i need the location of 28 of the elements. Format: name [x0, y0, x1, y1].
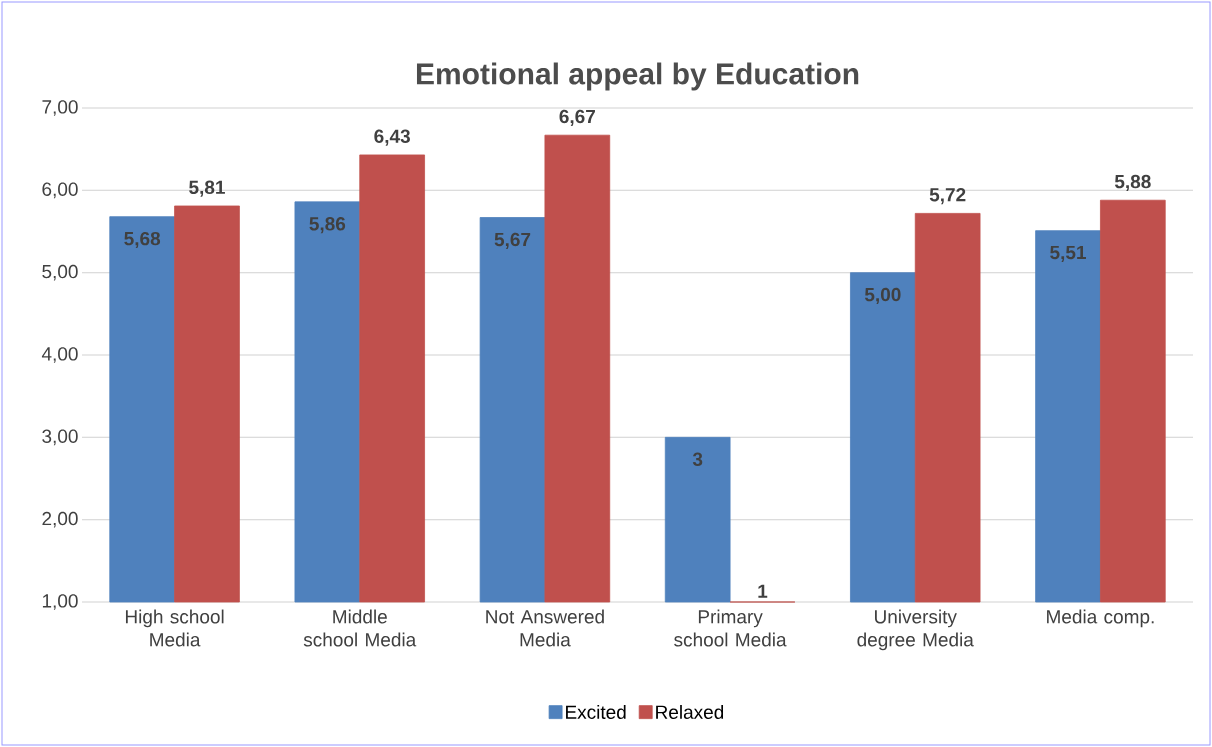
y-tick-label: 3,00 [42, 429, 78, 446]
data-label: 5,88 [1114, 174, 1151, 192]
x-tick-label: Primary school Media [674, 609, 787, 647]
data-label: 1 [758, 584, 768, 598]
legend-label: Excited [566, 705, 626, 719]
x-tick-label: High school Media [125, 609, 224, 647]
data-label: 5,81 [189, 180, 225, 197]
x-tick-label: Middle school Media [303, 609, 417, 647]
data-label: 5,00 [864, 287, 901, 305]
x-tick-label: Not Answered Media [486, 609, 604, 647]
y-tick-label: 7,00 [42, 100, 78, 116]
x-tick-label: University degree Media [857, 609, 974, 651]
y-tick-label: 5,00 [42, 264, 78, 281]
data-label: 5,86 [309, 217, 346, 234]
data-label: 5,72 [929, 187, 966, 205]
x-tick-label: Media comp. [1047, 609, 1154, 628]
y-tick-label: 1,00 [42, 594, 78, 610]
data-label: 5,68 [124, 231, 161, 249]
y-tick-label: 2,00 [42, 511, 78, 528]
chart-title: Emotional appeal by Education [416, 62, 859, 91]
data-label: 6,67 [559, 109, 595, 126]
data-label: 5,51 [1050, 245, 1086, 262]
y-tick-label: 6,00 [42, 182, 78, 199]
y-tick-label: 4,00 [41, 347, 78, 363]
data-label: 3 [692, 452, 703, 467]
data-label: 5,67 [494, 232, 531, 249]
data-label: 6,43 [374, 129, 410, 146]
legend-label: Relaxed [656, 705, 724, 719]
